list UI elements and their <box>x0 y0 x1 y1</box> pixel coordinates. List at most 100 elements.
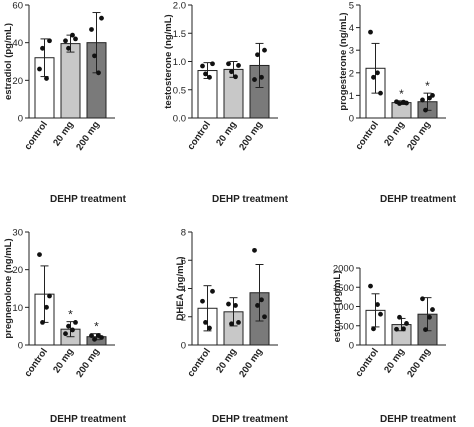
data-point <box>394 326 399 332</box>
y-tick-label: 1.0 <box>173 57 186 68</box>
chart-panel-1: 0 20 40 60 estradiol (pg/mL) control 20 mg200 … <box>3 1 127 206</box>
data-point <box>70 32 75 38</box>
data-point <box>375 302 380 307</box>
data-point <box>236 63 241 68</box>
data-point <box>73 320 78 325</box>
y-axis-label: estradiol (pg/mL) <box>3 23 14 100</box>
y-tick-label: 5 <box>349 1 354 12</box>
y-axis-label: DHEA (ng/mL) <box>175 256 186 320</box>
y-axis-label: progesterone (ng/mL) <box>338 12 349 110</box>
y-tick-label: 20 <box>12 265 23 276</box>
data-point <box>427 314 432 320</box>
data-point <box>368 283 373 289</box>
data-point <box>40 45 45 51</box>
y-tick-label: 500 <box>338 321 354 332</box>
y-tick-label: 10 <box>12 303 23 314</box>
y-tick-label: 8 <box>181 228 186 239</box>
data-point <box>430 307 435 312</box>
data-point <box>207 325 212 331</box>
y-tick-label: 0.5 <box>173 85 186 96</box>
data-point <box>96 70 101 76</box>
data-point <box>203 320 208 325</box>
data-point <box>44 76 49 81</box>
data-point <box>397 314 402 320</box>
category-label: 20 mg <box>382 119 407 148</box>
data-point <box>66 323 71 329</box>
data-point <box>259 74 264 80</box>
data-point <box>89 333 94 338</box>
significance-marker: * <box>399 87 404 101</box>
y-tick-label: 6 <box>181 256 186 267</box>
y-tick-label: 1000 <box>333 302 354 313</box>
data-point <box>404 100 409 106</box>
data-point <box>200 298 205 304</box>
y-tick-label: 0.0 <box>173 114 186 125</box>
data-point <box>262 47 267 53</box>
category-label: control <box>353 119 380 152</box>
data-point <box>423 327 428 332</box>
y-tick-label: 20 <box>12 76 23 87</box>
category-label: control <box>353 346 380 379</box>
significance-marker: * <box>68 308 73 322</box>
y-tick-label: 4 <box>181 284 186 295</box>
bar-20-mg <box>60 43 81 119</box>
data-point <box>252 247 257 253</box>
y-tick-label: 0 <box>18 341 23 352</box>
category-label: 20 mg <box>214 346 239 375</box>
y-tick-label: 60 <box>12 1 23 12</box>
category-label: 20 mg <box>382 346 407 375</box>
significance-marker: * <box>94 320 99 334</box>
data-point <box>397 101 402 106</box>
data-point <box>66 45 71 51</box>
y-tick-label: 1.5 <box>173 29 186 40</box>
category-label: 20 mg <box>214 119 239 148</box>
data-point <box>92 336 97 342</box>
y-tick-label: 0 <box>349 114 354 125</box>
data-point <box>210 61 215 67</box>
data-point <box>255 52 260 58</box>
y-axis-label: testosterone (ng/mL) <box>163 14 174 108</box>
y-axis-label: pregnenolone (ng/mL) <box>3 238 14 338</box>
data-point <box>207 74 212 80</box>
y-tick-label: 1 <box>349 91 354 102</box>
category-label: control <box>22 346 49 379</box>
data-point <box>229 321 234 327</box>
data-point <box>200 63 205 69</box>
data-point <box>236 320 241 325</box>
data-point <box>233 303 238 308</box>
data-point <box>401 326 406 332</box>
data-point <box>210 288 215 294</box>
data-point <box>423 107 428 113</box>
data-point <box>375 70 380 76</box>
data-point <box>70 327 75 333</box>
data-point <box>92 53 97 59</box>
data-point <box>47 293 52 299</box>
x-axis-label: DEHP treatment <box>50 194 127 205</box>
y-tick-label: 30 <box>12 228 23 239</box>
category-label: 200 mg <box>405 119 433 152</box>
x-axis-label: DEHP treatment <box>380 414 457 425</box>
data-point <box>404 321 409 326</box>
data-point <box>252 77 257 82</box>
category-label: 200 mg <box>74 119 102 152</box>
y-tick-label: 2000 <box>333 264 354 275</box>
data-point <box>430 93 435 98</box>
category-label: control <box>185 346 212 379</box>
y-tick-label: 0 <box>18 114 23 125</box>
data-point <box>99 15 104 21</box>
data-point <box>73 36 78 42</box>
data-point <box>37 66 42 72</box>
y-axis-label: estrone (pg/mL) <box>332 271 343 343</box>
chart-panel-2: 0.0 0.5 1.0 1.5 2.0 testosterone (ng/mL) contr… <box>163 1 289 206</box>
y-tick-label: 2.0 <box>173 1 186 12</box>
category-label: 200 mg <box>237 346 265 379</box>
data-point <box>226 301 231 307</box>
significance-marker: * <box>425 79 430 93</box>
category-label: 200 mg <box>405 346 433 379</box>
data-point <box>63 38 68 44</box>
y-tick-label: 0 <box>181 341 186 352</box>
